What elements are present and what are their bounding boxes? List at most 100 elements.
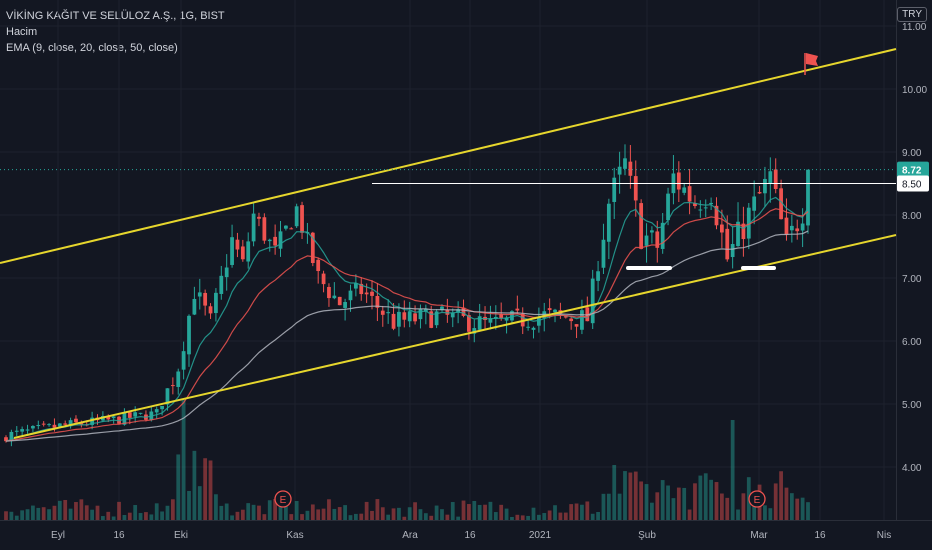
volume-bar: [580, 504, 584, 520]
time-tick-label: Eki: [174, 530, 188, 541]
volume-bar: [284, 504, 288, 520]
volume-bar: [397, 507, 401, 520]
legend-volume[interactable]: Hacim: [6, 26, 38, 38]
candle-body: [666, 193, 670, 221]
volume-bar: [267, 500, 272, 520]
volume-bar: [633, 471, 638, 520]
candle-body: [606, 203, 611, 242]
candle-body: [504, 317, 509, 321]
volume-bar: [553, 505, 557, 520]
candle-body: [488, 318, 493, 323]
candle-body: [531, 327, 536, 330]
channel-lower-line: [13, 234, 897, 439]
candle-body: [300, 205, 304, 233]
candle-body: [633, 176, 638, 201]
volume-bar: [671, 498, 676, 520]
volume-bar: [375, 499, 380, 520]
volume-bar: [585, 501, 590, 520]
candle-body: [472, 328, 477, 334]
volume-bar: [95, 505, 100, 520]
legend-symbol[interactable]: VİKİNG KAĞIT VE SELÜLOZ A.Ş., 1G, BIST: [6, 10, 225, 22]
volume-bar: [660, 480, 665, 520]
volume-bar: [90, 509, 95, 520]
candle-body: [784, 217, 789, 235]
candle-body: [47, 424, 51, 426]
volume-bar: [789, 493, 794, 520]
currency-badge[interactable]: TRY: [897, 7, 927, 22]
volume-bar: [402, 516, 407, 520]
volume-bar: [536, 514, 541, 520]
candle-body: [208, 306, 213, 314]
volume-bar: [515, 514, 520, 520]
volume-bar: [4, 511, 8, 520]
candle-body: [499, 314, 504, 319]
volume-bar: [773, 483, 778, 520]
candle-body: [467, 315, 471, 332]
candle-body: [440, 306, 444, 311]
volume-bar: [676, 487, 681, 520]
candle-body: [397, 311, 401, 327]
volume-bar: [504, 508, 509, 520]
price-tick-label: 11.00: [902, 22, 927, 33]
candle-body: [639, 203, 644, 249]
volume-bar: [730, 420, 735, 520]
time-tick-label: Nis: [877, 530, 891, 541]
candle-body: [547, 308, 552, 311]
volume-bar: [20, 510, 25, 520]
candle-body: [563, 316, 568, 318]
candle-body: [800, 223, 805, 231]
ema-50-line: [5, 230, 809, 442]
candle-body: [63, 423, 68, 425]
volume-bar: [208, 460, 213, 520]
volume-bar: [197, 486, 202, 520]
volume-bar: [154, 503, 159, 520]
volume-bar: [687, 509, 692, 520]
candle-body: [450, 312, 455, 318]
candle-body: [773, 169, 778, 189]
candle-body: [214, 292, 218, 314]
volume-bar: [655, 492, 660, 520]
time-tick-label: 16: [113, 530, 125, 541]
time-axis[interactable]: Eyl 16 Eki Kas Ara 16 2021 Şub Mar 16 Nis: [51, 530, 891, 541]
volume-bar: [380, 507, 385, 520]
candle-body: [730, 244, 735, 258]
volume-bar: [251, 504, 256, 520]
time-tick-label: 16: [464, 530, 476, 541]
volume-bar: [300, 514, 304, 520]
candle-body: [224, 267, 229, 278]
volume-bar: [547, 510, 552, 520]
candle-body: [133, 412, 138, 417]
candle-body: [434, 311, 439, 326]
volume-bar: [294, 500, 299, 520]
legend-ema[interactable]: EMA (9, close, 20, close, 50, close): [6, 42, 178, 54]
volume-bar: [558, 512, 563, 520]
candle-body: [74, 418, 78, 423]
candle-body: [676, 172, 681, 190]
grid: [0, 0, 896, 520]
volume-bar: [278, 505, 283, 520]
candle-body: [36, 425, 41, 427]
volume-bar: [628, 472, 633, 520]
earnings-marker: [274, 490, 292, 508]
volume-bar: [461, 500, 466, 520]
volume-bar: [321, 508, 326, 520]
volume-bar: [337, 507, 342, 520]
volume-bar: [79, 499, 84, 520]
candle-body: [57, 423, 62, 427]
candle-body: [526, 326, 530, 328]
volume-bar: [52, 505, 57, 520]
candle-body: [203, 292, 208, 306]
volume-bar: [149, 514, 154, 520]
volume-bar: [612, 465, 617, 520]
candle-body: [176, 371, 181, 387]
candle-body: [316, 259, 321, 272]
candle-body: [536, 317, 541, 326]
price-tick-label: 6.00: [902, 337, 922, 348]
candle-body: [456, 309, 461, 313]
candle-body: [402, 312, 407, 320]
candle-body: [650, 230, 654, 233]
price-axis[interactable]: 11.00 10.00 9.00 8.00 7.00 6.00 5.00 4.00 8.72 8.…: [897, 22, 929, 474]
candle-body: [693, 203, 697, 207]
candle-body: [41, 423, 46, 425]
